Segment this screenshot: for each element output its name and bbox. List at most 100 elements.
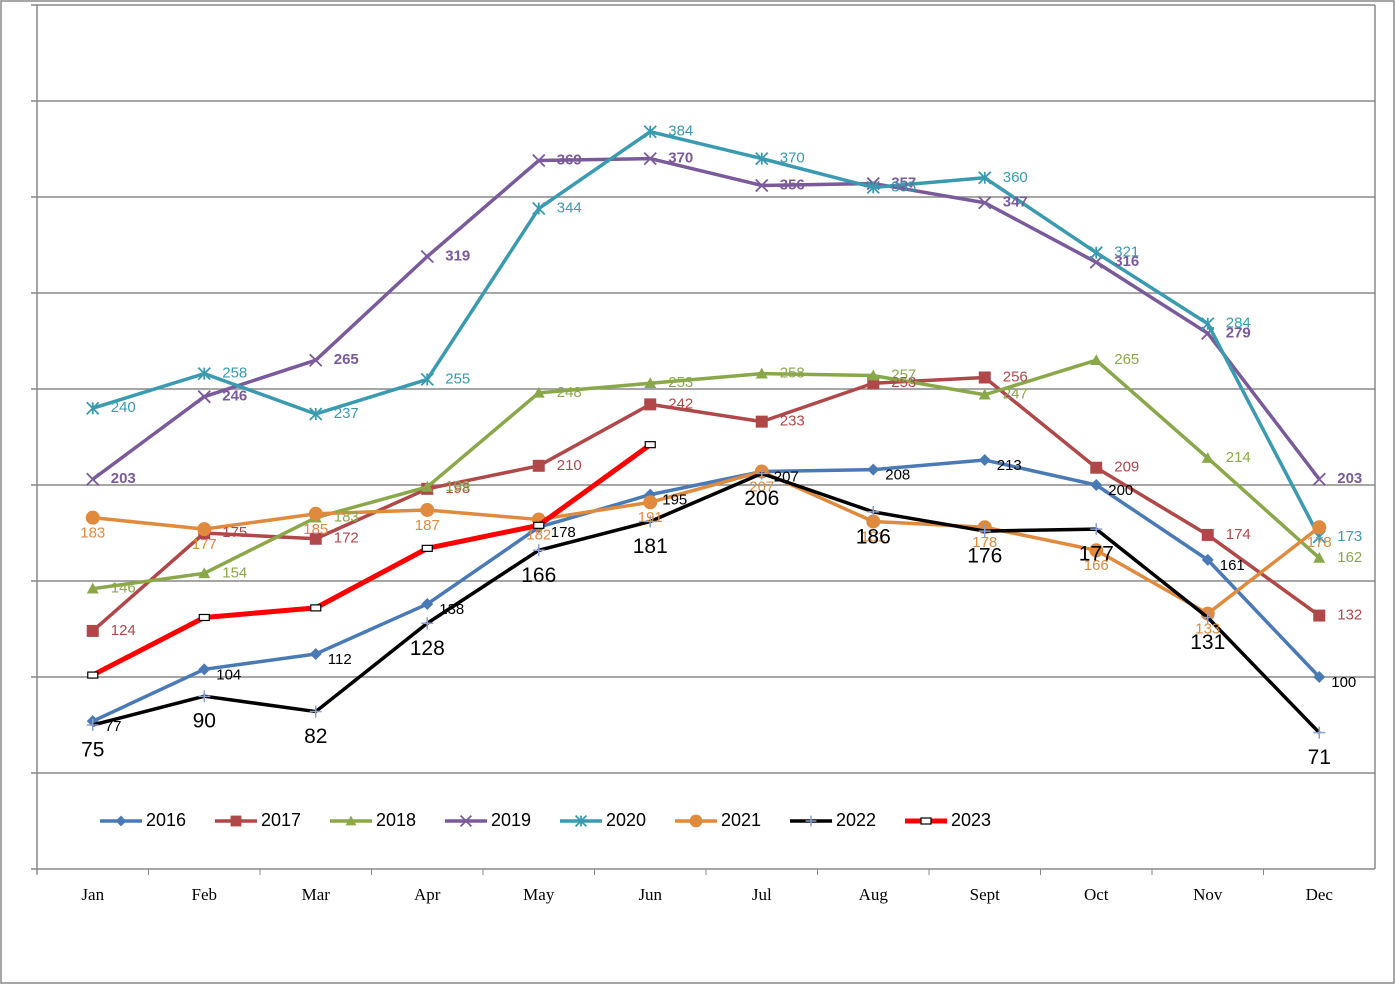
marker-shape [867,369,880,381]
marker-shape [197,522,212,537]
data-point [1201,317,1215,331]
data-label: 178 [972,534,997,551]
data-point [309,647,322,660]
data-label: 214 [1226,449,1251,466]
x-tick-label: Jul [752,885,772,904]
data-point [198,567,211,579]
data-point [420,502,435,517]
data-label: 258 [780,365,805,382]
marker-shape [230,815,242,827]
marker-shape [1201,528,1214,541]
data-point [421,544,433,552]
marker-shape [1090,461,1103,474]
series-line [91,442,652,678]
marker-shape [532,153,546,168]
data-label: 183 [80,525,105,542]
marker-shape [86,472,100,486]
marker-shape [866,180,880,195]
data-point [644,398,657,411]
data-point [420,249,434,264]
legend-label: 2021 [721,810,761,830]
data-label: 174 [1226,526,1251,543]
data-point [644,441,656,449]
x-tick-label: Jun [638,885,662,904]
data-point [755,178,769,193]
data-point [978,388,991,400]
data-label: 384 [668,123,693,140]
data-label: 124 [111,622,136,639]
marker-shape [1313,609,1326,622]
data-label: 133 [1195,621,1220,638]
data-label: 154 [222,564,247,581]
marker-shape [755,467,768,480]
data-label: 172 [334,530,359,547]
data-label: 191 [638,509,663,526]
marker-shape [1313,726,1326,739]
marker-shape [421,598,434,611]
marker-shape [532,386,545,398]
marker-shape [978,371,991,384]
series-line [92,358,1321,591]
data-label: 284 [1226,315,1251,332]
series-line [92,458,1321,723]
marker-shape [978,196,992,210]
data-point [197,522,212,537]
marker-shape [420,502,435,517]
x-tick-label: Nov [1193,885,1223,904]
data-label: 82 [304,725,327,748]
marker-shape [198,613,210,622]
data-label: 178 [1307,534,1332,551]
data-label: 253 [668,374,693,391]
data-label: 256 [1003,368,1028,385]
data-label: 257 [891,367,916,384]
data-point [1312,472,1326,486]
data-label: 370 [780,150,805,167]
data-point [867,505,880,518]
data-label: 90 [193,710,216,733]
data-label: 181 [633,535,668,558]
marker-shape [867,505,880,518]
marker-shape [1201,452,1214,463]
data-point [310,604,322,612]
data-label: 177 [1079,543,1114,566]
marker-shape [459,814,473,828]
marker-shape [532,459,545,472]
marker-shape [978,454,991,467]
data-label: 162 [1337,549,1362,566]
data-point [643,495,658,510]
marker-shape [420,249,434,264]
data-label: 104 [216,666,241,683]
x-tick-label: May [523,885,555,904]
marker-shape [978,388,991,400]
data-point [644,515,657,528]
marker-shape [755,415,768,428]
data-point [755,367,768,379]
data-point [532,544,545,557]
data-label: 255 [445,370,470,387]
data-point [86,472,100,486]
data-label: 71 [1308,746,1331,769]
data-label: 181 [861,528,886,545]
data-label: 316 [1114,253,1139,270]
legend-marker [459,814,473,828]
marker-shape [420,372,434,387]
series-line [91,156,1321,481]
data-label: 319 [445,247,470,264]
data-point [1312,520,1327,535]
marker-shape [1201,317,1215,331]
legend-marker [345,815,357,826]
marker-shape [866,514,881,529]
marker-shape [309,407,323,421]
data-label: 203 [111,470,136,487]
data-point [85,510,100,525]
data-point [532,153,546,168]
x-tick-label: Sept [970,885,1001,904]
data-point [532,201,546,216]
data-label: 210 [557,457,582,474]
data-point [1090,354,1103,365]
data-label: 248 [557,384,582,401]
data-label: 237 [334,405,359,422]
data-point [532,459,545,472]
data-label: 203 [1337,470,1362,487]
data-point [1089,255,1103,269]
